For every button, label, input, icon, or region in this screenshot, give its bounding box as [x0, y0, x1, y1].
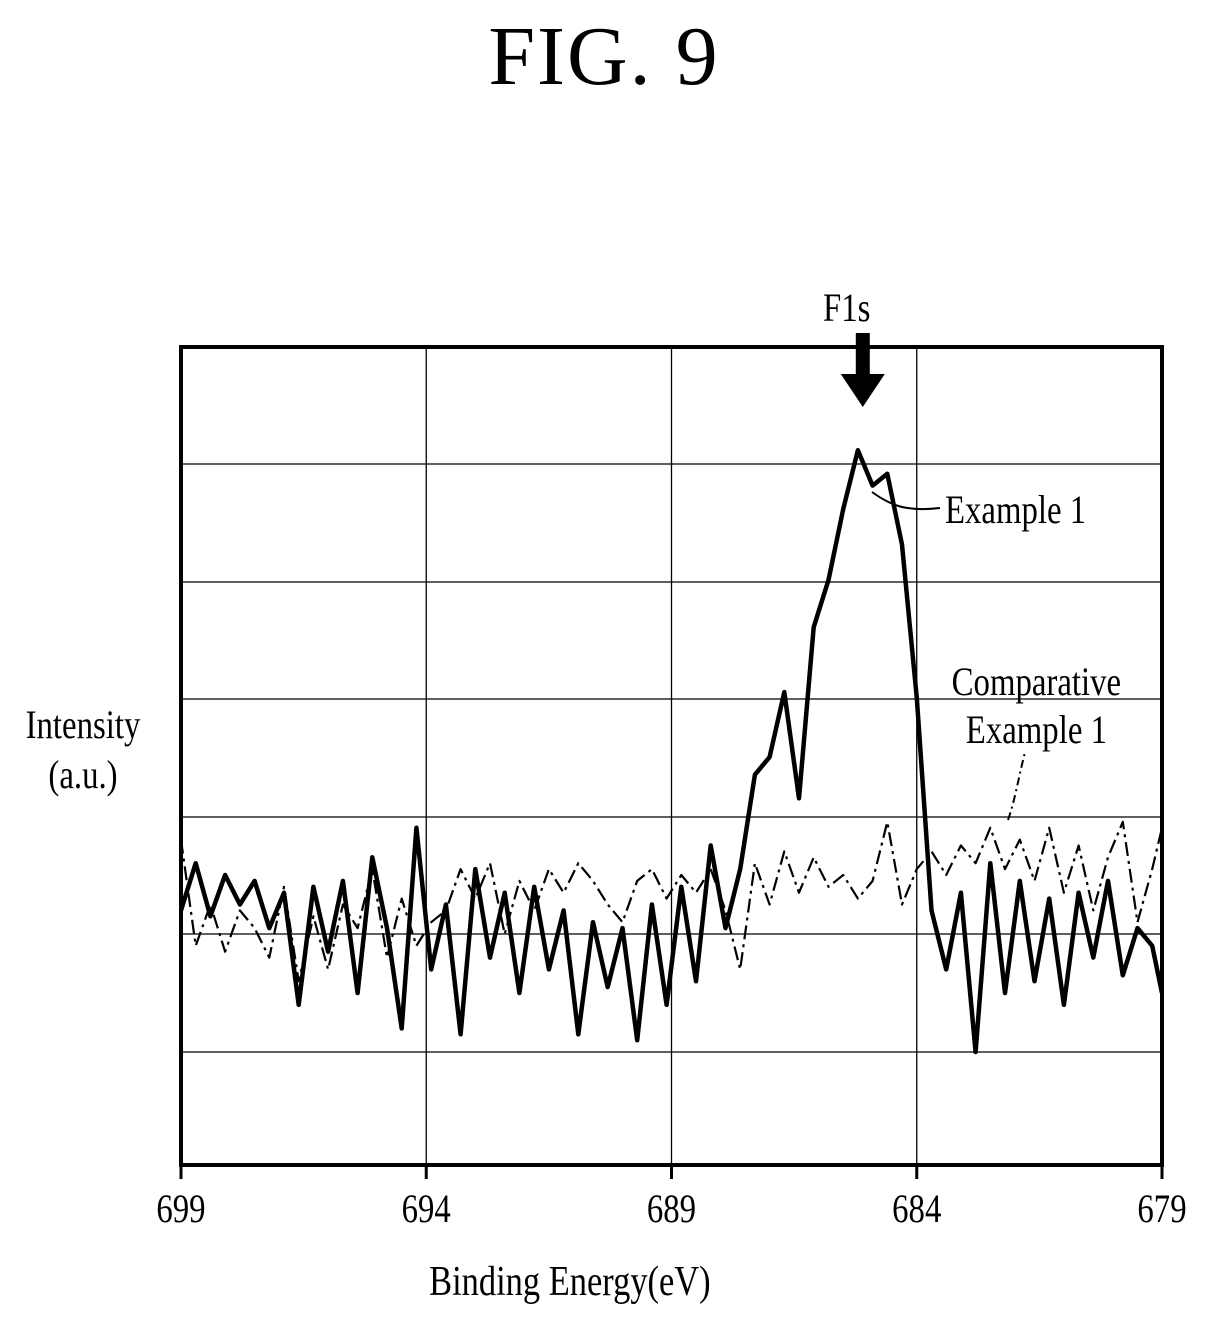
y-axis-label-line-1: Intensity — [25, 702, 141, 747]
series-layer — [178, 447, 1165, 1055]
figure-title: FIG. 9 — [488, 10, 720, 103]
x-tick-label-679: 679 — [1137, 1186, 1186, 1231]
x-tick-label-684: 684 — [892, 1186, 941, 1231]
x-tick-labels: 699 694 689 684 679 — [156, 1165, 1187, 1231]
x-tick-label-699: 699 — [156, 1186, 205, 1231]
label-leaders — [871, 491, 1026, 821]
peak-arrow-shape — [840, 333, 885, 407]
x-axis-label: Binding Energy(eV) — [429, 1259, 711, 1305]
leader-comparative-example-1 — [1007, 751, 1026, 821]
series-label-example-1: Example 1 — [945, 487, 1087, 532]
series-label-comparative-example-1: Comparative Example 1 — [938, 658, 1135, 754]
peak-label-f1s: F1s — [823, 285, 871, 330]
series-line-comparative-example-1 — [179, 820, 1164, 983]
series-label-comparative-line-1: Comparative — [951, 659, 1122, 704]
series-line-example-1 — [178, 447, 1165, 1055]
series-label-comparative-line-2: Example 1 — [965, 707, 1107, 752]
x-tick-label-689: 689 — [647, 1186, 696, 1231]
leader-example-1 — [871, 491, 941, 511]
peak-arrow — [840, 333, 885, 407]
grid-lines — [180, 347, 1163, 1165]
x-tick-label-694: 694 — [402, 1186, 451, 1231]
y-axis-label: Intensity (a.u.) — [22, 700, 145, 800]
y-axis-label-line-2: (a.u.) — [48, 752, 118, 797]
